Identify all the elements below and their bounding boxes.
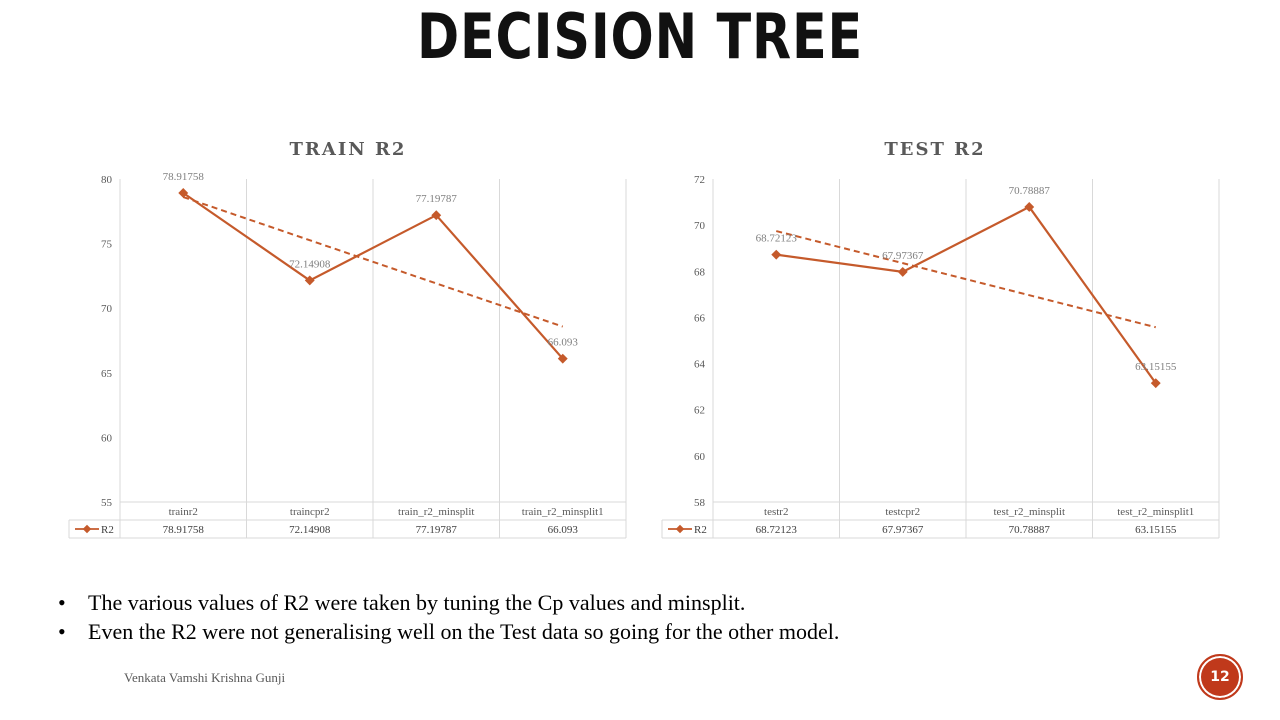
data-label: 77.19787	[416, 193, 458, 205]
series-line	[776, 205, 1157, 384]
table-value-cell: 63.15155	[1135, 524, 1177, 536]
data-point	[1150, 378, 1161, 389]
page-number-badge: 12	[1197, 654, 1243, 700]
chart-title: TEST R2	[884, 139, 986, 160]
legend-marker	[675, 524, 685, 534]
x-category-label: train_r2_minsplit1	[522, 506, 604, 518]
y-tick-label: 68	[694, 266, 706, 278]
y-tick-label: 70	[694, 220, 706, 232]
y-tick-label: 62	[694, 405, 705, 417]
trendline	[776, 230, 1156, 329]
data-label: 72.14908	[289, 258, 331, 270]
table-value-cell: 77.19787	[416, 524, 458, 536]
bullet-text: Even the R2 were not generalising well o…	[88, 619, 840, 644]
data-point	[178, 188, 189, 198]
y-tick-label: 72	[694, 174, 705, 186]
data-point	[431, 210, 442, 221]
table-value-cell: 78.91758	[163, 524, 205, 536]
data-point	[771, 249, 782, 260]
data-label: 78.91758	[163, 171, 205, 183]
test-r2-chart: TEST R2 58 60 62 64 66 68 70 72 testr2 68.72123 te…	[661, 135, 1221, 545]
bullet-item: • Even the R2 were not generalising well…	[58, 617, 839, 646]
table-value-cell: 66.093	[548, 524, 579, 536]
test-r2-plot: 58 60 62 64 66 68 70 72 testr2 68.72123 testcpr2 67…	[661, 174, 1220, 539]
bullet-glyph: •	[58, 590, 66, 615]
bullet-glyph: •	[58, 619, 66, 644]
data-point	[897, 266, 908, 277]
data-label: 63.15155	[1135, 361, 1177, 373]
data-label: 66.093	[548, 337, 579, 349]
y-tick-label: 75	[101, 239, 113, 251]
x-category-label: test_r2_minsplit1	[1117, 506, 1194, 518]
table-value-cell: 68.72123	[756, 524, 798, 536]
x-category-label: train_r2_minsplit	[398, 506, 474, 518]
data-point	[304, 275, 315, 286]
y-tick-label: 58	[694, 497, 706, 509]
y-tick-label: 66	[694, 312, 706, 324]
series-line	[182, 192, 564, 360]
bullet-item: • The various values of R2 were taken by…	[58, 588, 839, 617]
y-tick-label: 60	[101, 432, 113, 444]
y-tick-label: 80	[101, 174, 113, 186]
x-category-label: trainr2	[169, 506, 198, 518]
trendline	[182, 196, 564, 328]
table-value-cell: 67.97367	[882, 524, 924, 536]
y-tick-label: 70	[101, 303, 113, 315]
train-r2-plot: 55 60 65 70 75 80 trainr2 78.91758 traincpr2 72.1…	[68, 171, 627, 539]
data-point	[1024, 201, 1035, 212]
legend-marker	[82, 524, 92, 534]
author-footer: Venkata Vamshi Krishna Gunji	[124, 670, 286, 685]
train-r2-chart: TRAIN R2 55 60 65 70 75 80 trainr2 78.91758 trai…	[68, 135, 628, 545]
y-tick-label: 64	[694, 359, 706, 371]
data-label: 68.72123	[756, 233, 798, 245]
table-value-cell: 72.14908	[289, 524, 331, 536]
y-tick-label: 60	[694, 451, 706, 463]
data-label: 67.97367	[882, 250, 924, 262]
bullet-text: The various values of R2 were taken by t…	[88, 590, 746, 615]
y-tick-label: 55	[101, 497, 113, 509]
x-category-label: testr2	[764, 506, 788, 518]
x-category-label: traincpr2	[290, 506, 330, 518]
data-point	[557, 353, 568, 364]
table-value-cell: 70.78887	[1009, 524, 1051, 536]
legend-label: R2	[101, 524, 114, 536]
x-category-label: test_r2_minsplit	[994, 506, 1066, 518]
bullet-list: • The various values of R2 were taken by…	[58, 588, 839, 646]
data-label: 70.78887	[1009, 185, 1051, 197]
x-category-label: testcpr2	[885, 506, 920, 518]
legend-label: R2	[694, 524, 707, 536]
y-tick-label: 65	[101, 368, 113, 380]
slide-title: DECISION TREE	[416, 0, 864, 73]
chart-title: TRAIN R2	[289, 139, 407, 160]
